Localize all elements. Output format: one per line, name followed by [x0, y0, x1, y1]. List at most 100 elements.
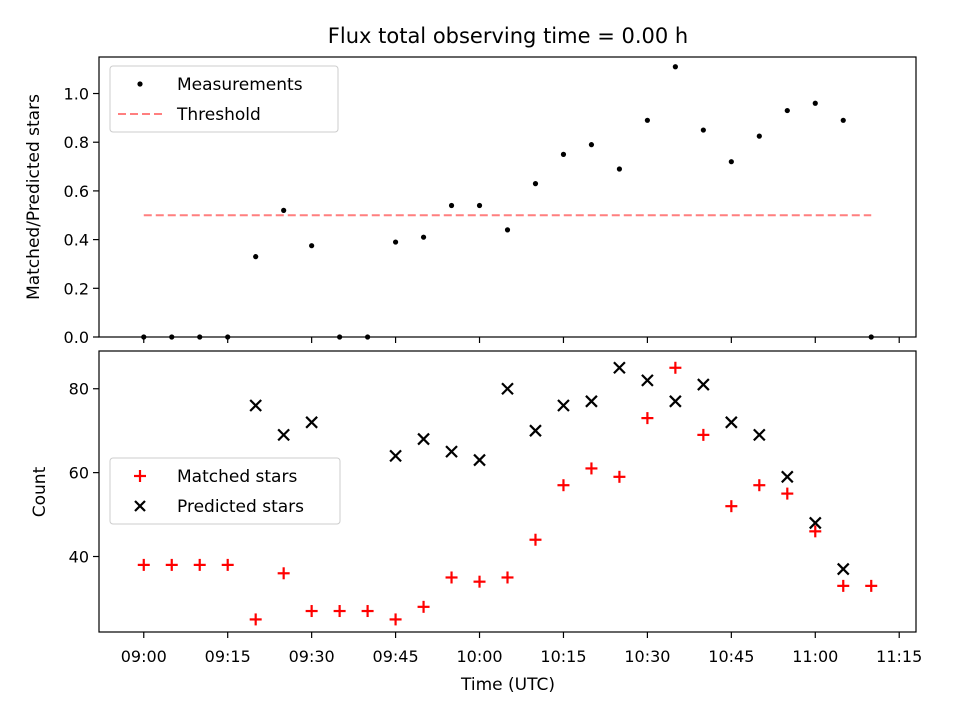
bottom-y-axis-label: Count	[30, 466, 50, 517]
matched-stars-point	[585, 462, 598, 475]
bottom-legend: Matched stars Predicted stars	[109, 457, 341, 525]
matched-stars-point	[865, 579, 878, 592]
measurements-point	[560, 151, 567, 157]
y-tick-label: 0.2	[64, 279, 89, 298]
top-x-ticks	[143, 337, 900, 343]
x-tick-label: 09:30	[289, 647, 335, 666]
predicted-stars-point	[473, 453, 486, 467]
bottom-y-ticks: 40 60 80	[69, 380, 99, 567]
predicted-stars-point	[613, 361, 626, 375]
measurements-point	[420, 234, 427, 240]
x-tick-label: 09:45	[373, 647, 419, 666]
matched-stars-point	[221, 558, 234, 571]
matched-stars-point	[361, 605, 374, 618]
legend-label-measurements: Measurements	[177, 75, 303, 95]
legend-label-matched-stars: Matched stars	[177, 467, 297, 487]
x-tick-label: 10:45	[708, 647, 754, 666]
x-tick-label: 10:00	[456, 647, 502, 666]
measurements-point	[728, 159, 734, 165]
x-tick-label: 11:00	[792, 647, 838, 666]
predicted-stars-point	[725, 416, 738, 429]
measurements-point	[448, 202, 455, 209]
predicted-stars-point	[389, 449, 402, 463]
top-axes-frame	[98, 56, 917, 338]
matched-stars-point	[725, 500, 738, 513]
y-tick-label: 0.0	[64, 328, 89, 347]
matched-stars-point	[137, 558, 150, 571]
matched-stars-point	[697, 428, 710, 441]
matched-stars-point	[249, 613, 262, 626]
predicted-stars-point	[417, 432, 430, 446]
x-tick-label: 09:00	[121, 647, 167, 666]
bottom-legend-box	[109, 457, 341, 525]
predicted-stars-point	[585, 395, 598, 408]
y-tick-label: 80	[69, 380, 89, 399]
predicted-stars-point	[249, 399, 262, 412]
predicted-stars-point	[808, 516, 822, 530]
predicted-stars-point	[836, 562, 850, 576]
matched-stars-point	[473, 575, 486, 588]
top-y-axis-label: Matched/Predicted stars	[24, 94, 44, 300]
predicted-stars-point	[501, 382, 514, 396]
measurements-point	[588, 142, 595, 148]
legend-marker-measurements	[137, 81, 143, 87]
bottom-panel: 40 60 80 09:00 09:15 09:30 09:45 10:00 10:15 10:…	[30, 350, 922, 695]
measurements-point	[504, 227, 511, 233]
predicted-stars-point	[669, 395, 682, 408]
x-tick-label: 09:15	[205, 647, 251, 666]
matched-stars-point	[333, 605, 346, 618]
matched-stars-point	[753, 479, 766, 492]
predicted-stars-point	[781, 470, 794, 484]
matched-stars-point	[529, 533, 542, 546]
matched-stars-point	[781, 487, 794, 500]
matched-stars-point	[193, 558, 206, 571]
matched-stars-point	[557, 479, 570, 492]
legend-label-threshold: Threshold	[176, 105, 261, 125]
y-tick-label: 60	[69, 464, 89, 483]
y-tick-label: 0.8	[64, 133, 89, 152]
y-tick-label: 0.4	[64, 231, 89, 250]
x-tick-label: 11:15	[876, 647, 922, 666]
measurements-point	[700, 127, 706, 133]
bottom-axes-frame	[98, 350, 917, 633]
predicted-stars-point	[277, 428, 290, 442]
x-tick-label: 10:30	[624, 647, 670, 666]
chart-title: Flux total observing time = 0.00 h	[328, 24, 688, 48]
matched-stars-point	[417, 600, 430, 613]
matched-stars-point	[305, 605, 318, 618]
measurements-point	[392, 239, 399, 245]
top-panel: 0.0 0.2 0.4 0.6 0.8 1.0 Matched/Predicted sta…	[24, 56, 917, 347]
matched-stars-point	[277, 567, 290, 580]
top-legend: Measurements Threshold	[109, 65, 339, 133]
matched-stars-point	[389, 613, 402, 626]
measurements-point	[616, 166, 623, 172]
y-tick-label: 1.0	[64, 85, 89, 104]
matched-stars-point	[501, 571, 514, 584]
measurements-point	[812, 100, 818, 106]
measurements-point	[476, 202, 483, 209]
matched-stars-point	[165, 558, 178, 571]
predicted-stars-point	[445, 445, 458, 458]
measurements-point	[784, 107, 790, 114]
measurements-point	[840, 117, 846, 123]
predicted-stars-point	[529, 424, 542, 437]
measurements-point	[672, 64, 678, 70]
bottom-x-ticks: 09:00 09:15 09:30 09:45 10:00 10:15 10:30 10:45…	[121, 632, 922, 666]
measurements-point	[309, 243, 315, 249]
matched-stars-point	[613, 470, 626, 483]
predicted-stars-point	[753, 428, 766, 442]
predicted-stars-point	[557, 399, 570, 412]
matched-stars-point	[669, 361, 682, 374]
x-axis-label: Time (UTC)	[460, 675, 555, 695]
predicted-stars-point	[697, 378, 710, 391]
measurements-point	[756, 133, 762, 139]
measurements-point	[253, 254, 259, 260]
y-tick-label: 40	[69, 548, 89, 567]
matched-stars-point	[837, 579, 850, 592]
legend-marker-predicted-stars	[134, 500, 146, 512]
legend-label-predicted-stars: Predicted stars	[177, 497, 304, 517]
predicted-stars-point	[305, 416, 318, 429]
top-legend-box	[109, 65, 339, 133]
measurements-point	[281, 207, 287, 213]
